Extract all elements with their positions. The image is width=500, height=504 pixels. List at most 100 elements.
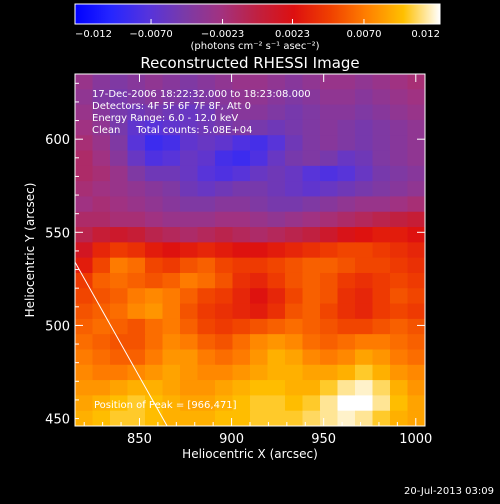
y-axis-label: Heliocentric Y (arcsec) [23,183,37,318]
intensity-cell [162,303,181,320]
intensity-cell [320,242,339,259]
intensity-cell [162,288,181,305]
intensity-cell [372,303,391,320]
intensity-cell [232,119,251,136]
intensity-cell [355,196,374,213]
intensity-cell [267,395,286,412]
colorbar-tick-label: −0.012 [75,29,112,40]
intensity-cell [92,257,111,274]
intensity-cell [75,410,94,426]
intensity-cell [372,242,391,259]
intensity-cell [232,334,251,351]
intensity-cell [145,165,164,182]
annotation-energy-range: Energy Range: 6.0 - 12.0 keV [92,113,238,124]
intensity-cell [215,119,234,136]
intensity-cell [250,211,269,228]
intensity-cell [302,242,321,259]
intensity-cell [390,181,409,198]
intensity-cell [127,288,146,305]
intensity-cell [302,380,321,396]
intensity-cell [75,395,94,412]
y-tick-label: 450 [45,413,70,428]
intensity-cell [180,349,199,366]
intensity-cell [145,104,164,121]
intensity-cell [110,364,129,381]
intensity-cell [232,303,251,320]
intensity-cell [180,181,199,198]
intensity-cell [302,74,321,90]
intensity-cell [390,334,409,351]
intensity-cell [390,89,409,106]
intensity-cell [145,89,164,106]
annotation-time-range: 17-Dec-2006 18:22:32.000 to 18:23:08.000 [92,89,311,100]
intensity-cell [145,119,164,136]
intensity-cell [197,165,216,182]
intensity-cell [250,242,269,259]
intensity-cell [162,395,181,412]
intensity-cell [250,135,269,152]
intensity-cell [92,318,111,335]
intensity-cell [407,257,425,274]
intensity-cell [197,288,216,305]
x-tick-label: 900 [219,432,244,447]
intensity-cell [92,395,111,412]
intensity-cell [92,135,111,152]
intensity-cell [145,318,164,335]
intensity-cell [180,318,199,335]
intensity-cell [110,395,129,412]
intensity-cell [355,318,374,335]
intensity-cell [302,165,321,182]
annotation-counts: Clean Total counts: 5.08E+04 [92,125,252,136]
solar-limb-line [75,261,168,426]
intensity-cell [407,364,425,381]
intensity-cell [250,165,269,182]
intensity-cell [320,89,339,106]
intensity-cell [267,74,286,90]
intensity-cell [92,150,111,167]
intensity-cell [180,104,199,121]
intensity-cell [355,272,374,289]
intensity-cell [197,318,216,335]
intensity-cell [75,288,94,305]
intensity-cell [285,227,304,243]
intensity-cell [320,318,339,335]
intensity-cell [145,410,164,426]
intensity-cell [407,150,425,167]
intensity-cell [110,119,129,136]
intensity-cell [390,364,409,381]
intensity-cell [127,410,146,426]
intensity-cell [407,89,425,106]
intensity-cell [180,334,199,351]
intensity-cell [145,74,164,90]
intensity-cell [162,196,181,213]
intensity-cell [215,318,234,335]
intensity-cell [110,318,129,335]
intensity-cell [145,364,164,381]
intensity-cell [75,318,94,335]
intensity-cell [285,318,304,335]
intensity-cell [355,257,374,274]
intensity-cell [250,288,269,305]
intensity-cell [145,242,164,259]
intensity-cell [320,288,339,305]
intensity-cell [390,410,409,426]
intensity-cell [145,334,164,351]
intensity-cell [337,364,356,381]
intensity-cell [407,242,425,259]
intensity-cell [75,334,94,351]
intensity-cell [215,410,234,426]
intensity-cell [250,395,269,412]
intensity-cell [355,288,374,305]
intensity-cell [372,211,391,228]
intensity-cell [320,211,339,228]
colorbar-unit-label: (photons cm⁻² s⁻¹ asec⁻²) [190,41,319,52]
intensity-cell [372,288,391,305]
intensity-cell [162,150,181,167]
intensity-cell [355,395,374,412]
intensity-cell [75,227,94,243]
intensity-cell [197,395,216,412]
intensity-cell [127,135,146,152]
intensity-cell [145,288,164,305]
intensity-cell [197,303,216,320]
